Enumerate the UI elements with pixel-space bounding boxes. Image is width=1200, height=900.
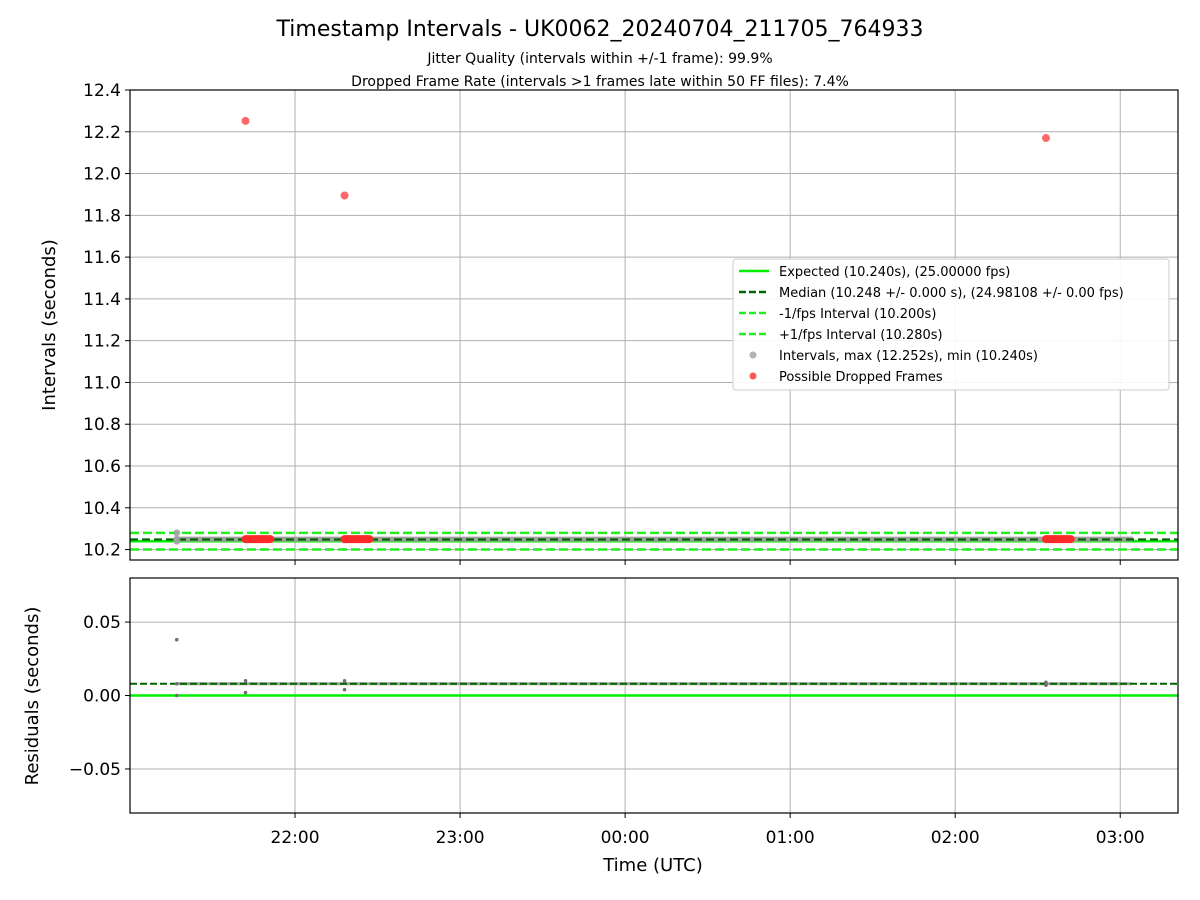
y-tick-label: 10.6 — [83, 457, 121, 477]
legend-label: +1/fps Interval (10.280s) — [779, 328, 943, 343]
y-tick-label: 11.4 — [83, 290, 121, 310]
x-tick-label: 02:00 — [931, 828, 980, 848]
top-y-axis-label: Intervals (seconds) — [39, 239, 60, 411]
y-tick-label: 10.4 — [83, 499, 121, 519]
residual-point — [174, 693, 179, 698]
x-axis-label: Time (UTC) — [602, 855, 703, 876]
bottom-y-axis-label: Residuals (seconds) — [22, 607, 43, 786]
residual-point — [1044, 683, 1048, 688]
residual-point — [174, 681, 179, 686]
y-tick-label: 12.4 — [83, 81, 121, 101]
legend-label: Median (10.248 +/- 0.000 s), (24.98108 +… — [779, 286, 1124, 301]
x-tick-label: 22:00 — [271, 828, 320, 848]
y-tick-label: 12.0 — [83, 165, 121, 185]
legend-label: -1/fps Interval (10.200s) — [779, 307, 936, 322]
bottom-plot-frame — [129, 577, 1179, 814]
y-tick-label: 11.2 — [83, 332, 121, 352]
residual-point — [174, 637, 179, 642]
chart-subtitle-dropped: Dropped Frame Rate (intervals >1 frames … — [351, 74, 849, 90]
legend-box — [732, 258, 1170, 391]
x-tick-label: 23:00 — [436, 828, 485, 848]
y-tick-label: 10.2 — [83, 541, 121, 561]
legend-marker — [749, 351, 757, 359]
top-panel: 10.2 10.4 10.6 10.8 11.0 11.2 11.4 11.6 11.8 12.0… — [83, 81, 1179, 565]
legend-label: Expected (10.240s), (25.00000 fps) — [779, 265, 1010, 280]
y-tick-label: 10.8 — [83, 415, 121, 435]
y-tick-label: 0.00 — [83, 687, 121, 707]
top-legend: Expected (10.240s), (25.00000 fps) Median… — [732, 258, 1170, 391]
interval-point — [173, 535, 181, 543]
y-tick-label: 12.2 — [83, 123, 121, 143]
residual-point — [243, 679, 248, 683]
y-tick-label: 11.8 — [83, 206, 121, 226]
y-tick-label: 11.6 — [83, 248, 121, 268]
legend-label: Possible Dropped Frames — [779, 370, 943, 385]
residual-point — [342, 687, 347, 692]
legend-label: Intervals, max (12.252s), min (10.240s) — [779, 349, 1038, 364]
y-tick-label: 0.05 — [83, 613, 121, 633]
bottom-panel: 0.05 0.00 −0.05 22:00 23:00 00:00 01:00 02:00 03… — [69, 577, 1179, 848]
x-tick-label: 01:00 — [766, 828, 815, 848]
interval-point — [173, 529, 181, 537]
residual-point — [1044, 680, 1048, 685]
top-plot-frame — [129, 89, 1179, 561]
chart-title: Timestamp Intervals - UK0062_20240704_21… — [276, 17, 924, 42]
residual-point — [243, 690, 248, 695]
dropped-frame-point — [241, 116, 250, 125]
dropped-frame-point — [1041, 134, 1050, 143]
y-tick-label: 11.0 — [83, 373, 121, 393]
chart-subtitle-jitter: Jitter Quality (intervals within +/-1 fr… — [426, 51, 772, 67]
x-tick-label: 00:00 — [601, 828, 650, 848]
y-tick-label: −0.05 — [69, 760, 121, 780]
residual-point — [342, 679, 347, 683]
dropped-frame-point — [340, 191, 349, 200]
x-tick-label: 03:00 — [1096, 828, 1145, 848]
legend-marker — [749, 372, 757, 380]
